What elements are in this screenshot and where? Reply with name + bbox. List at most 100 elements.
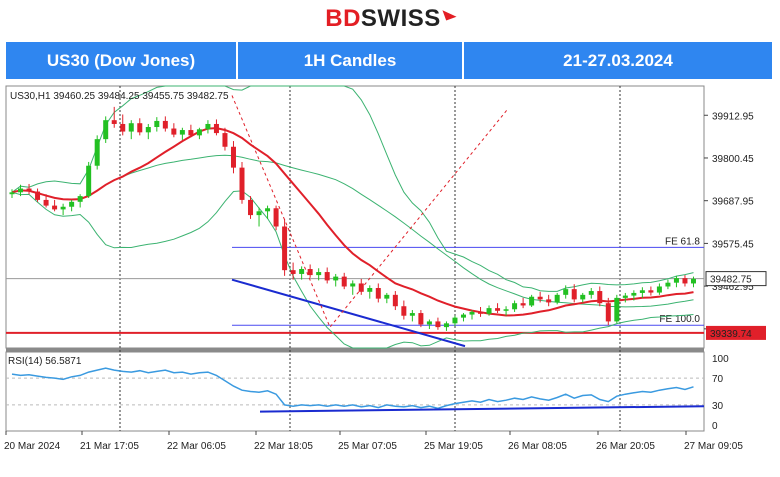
candle-body xyxy=(162,120,168,129)
candle-body xyxy=(307,269,313,276)
main-plot-frame xyxy=(5,85,705,349)
current-price-label: 39482.75 xyxy=(710,275,752,286)
candle-body xyxy=(648,290,654,293)
candle-body xyxy=(358,283,364,292)
fe-label-1: FE 100.0 xyxy=(659,314,700,325)
fib-projection-path xyxy=(231,95,509,329)
band-lower xyxy=(11,190,694,349)
support-price-label: 39339.74 xyxy=(710,329,752,340)
candle-body xyxy=(222,133,228,147)
candle-body xyxy=(614,297,620,322)
candle-body xyxy=(103,120,109,140)
rsi-label: RSI(14) 56.5871 xyxy=(8,356,82,367)
candle-body xyxy=(401,306,407,316)
candle-body xyxy=(205,123,211,130)
candle-body xyxy=(324,272,330,281)
candle-body xyxy=(571,289,577,300)
x-tick-label: 26 Mar 20:05 xyxy=(596,441,655,452)
brand-logo: BDSWISS xyxy=(0,0,780,38)
candle-body xyxy=(597,291,603,304)
candle-body xyxy=(529,296,535,306)
candle-body xyxy=(426,321,432,325)
moving-average xyxy=(11,127,694,317)
candle-body xyxy=(282,226,288,271)
candle-body xyxy=(460,314,466,318)
candle-body xyxy=(435,321,441,328)
candle-body xyxy=(299,269,305,274)
y-tick-label: 39912.95 xyxy=(712,111,754,122)
candle-body xyxy=(367,288,373,292)
ohlc-readout: US30,H1 39460.25 39484.25 39455.75 39482… xyxy=(10,91,229,102)
candle-body xyxy=(563,289,569,295)
candle-body xyxy=(77,196,83,202)
candle-body xyxy=(384,294,390,299)
pane-separator xyxy=(6,348,704,352)
x-tick-label: 25 Mar 07:05 xyxy=(338,441,397,452)
candle-body xyxy=(418,313,424,325)
candle-body xyxy=(94,139,100,166)
candle-body xyxy=(154,120,160,128)
y-tick-label: 39687.95 xyxy=(712,197,754,208)
rsi-tick-label: 0 xyxy=(712,421,718,432)
candle-body xyxy=(443,323,449,328)
candle-body xyxy=(682,278,688,284)
candle-body xyxy=(622,295,628,298)
candle-body xyxy=(256,211,262,216)
candle-body xyxy=(188,130,194,136)
candle-body xyxy=(665,282,671,287)
candle-body xyxy=(179,130,185,135)
chart-header: US30 (Dow Jones) 1H Candles 21-27.03.202… xyxy=(6,42,772,79)
price-chart: 39912.95 39800.45 39687.95 39575.45 39462.95… xyxy=(4,85,767,452)
candle-body xyxy=(469,311,475,315)
brand-bd: BD xyxy=(325,5,361,32)
candle-body xyxy=(656,286,662,293)
rsi-tick-label: 30 xyxy=(712,401,724,412)
candle-body xyxy=(478,311,484,314)
candle-body xyxy=(120,123,126,132)
x-tick-label: 20 Mar 2024 xyxy=(4,441,61,452)
rsi-plot-frame xyxy=(5,351,705,432)
candle-body xyxy=(43,199,49,206)
brand-arrow-icon xyxy=(442,5,457,21)
candle-body xyxy=(495,308,501,311)
candle-body xyxy=(333,276,339,281)
rsi-trendline xyxy=(259,405,705,413)
candle-body xyxy=(520,303,526,306)
candle-body xyxy=(631,292,637,296)
candle-body xyxy=(537,296,543,300)
candle-body xyxy=(290,270,296,274)
candle-body xyxy=(690,278,696,284)
candle-body xyxy=(265,208,271,212)
candle-body xyxy=(341,276,347,287)
candle-body xyxy=(452,317,458,324)
candle-body xyxy=(18,188,24,193)
candle-body xyxy=(9,192,15,195)
brand-swiss: SWISS xyxy=(360,5,441,32)
candle-body xyxy=(35,191,41,200)
rsi-tick-label: 70 xyxy=(712,374,724,385)
candle-body xyxy=(239,167,245,200)
candle-body xyxy=(60,206,66,210)
y-tick-label: 39575.45 xyxy=(712,239,754,250)
candle-body xyxy=(316,272,322,276)
x-tick-label: 22 Mar 06:05 xyxy=(167,441,226,452)
candle-body xyxy=(111,120,117,124)
candle-body xyxy=(69,201,75,207)
candle-body xyxy=(137,123,143,133)
candle-body xyxy=(375,288,381,299)
candle-body xyxy=(554,294,560,303)
candle-body xyxy=(213,123,219,134)
trendline xyxy=(231,278,466,348)
candle-body xyxy=(26,188,32,192)
candle-body xyxy=(248,199,254,216)
candle-body xyxy=(605,303,611,322)
candle-body xyxy=(673,278,679,283)
period-title: 21-27.03.2024 xyxy=(563,50,673,70)
candle-body xyxy=(145,127,151,133)
x-tick-label: 22 Mar 18:05 xyxy=(254,441,313,452)
x-tick-label: 25 Mar 19:05 xyxy=(424,441,483,452)
candle-body xyxy=(503,309,509,311)
candle-body xyxy=(486,308,492,314)
x-tick-label: 27 Mar 09:05 xyxy=(684,441,743,452)
candle-body xyxy=(580,294,586,300)
